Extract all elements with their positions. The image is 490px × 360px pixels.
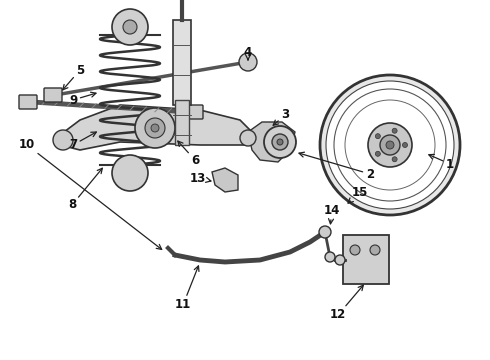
FancyBboxPatch shape (173, 20, 191, 105)
Circle shape (53, 130, 73, 150)
Circle shape (135, 108, 175, 148)
Circle shape (386, 141, 394, 149)
Circle shape (375, 151, 380, 156)
Text: 3: 3 (273, 108, 289, 125)
Text: 7: 7 (69, 132, 97, 152)
Circle shape (392, 157, 397, 162)
Circle shape (151, 124, 159, 132)
Circle shape (123, 20, 137, 34)
Circle shape (145, 118, 165, 138)
Text: 11: 11 (175, 266, 199, 311)
Text: 6: 6 (178, 141, 199, 166)
Polygon shape (60, 105, 252, 150)
Text: 12: 12 (330, 285, 363, 321)
Text: 4: 4 (244, 45, 252, 60)
Text: 5: 5 (63, 63, 84, 90)
Text: 13: 13 (190, 171, 211, 184)
Circle shape (240, 130, 256, 146)
FancyBboxPatch shape (343, 235, 389, 284)
Text: 2: 2 (299, 152, 374, 180)
Circle shape (350, 245, 360, 255)
Text: 8: 8 (68, 168, 102, 211)
Circle shape (335, 255, 345, 265)
Circle shape (370, 245, 380, 255)
Text: 14: 14 (324, 203, 340, 224)
Circle shape (112, 155, 148, 191)
Circle shape (392, 128, 397, 133)
Circle shape (368, 123, 412, 167)
Text: 1: 1 (429, 154, 454, 171)
FancyBboxPatch shape (19, 95, 37, 109)
Circle shape (375, 134, 380, 139)
Text: 10: 10 (19, 139, 162, 249)
Circle shape (326, 81, 454, 209)
Circle shape (239, 53, 257, 71)
Polygon shape (212, 168, 238, 192)
Circle shape (380, 135, 400, 155)
Circle shape (272, 134, 288, 150)
Polygon shape (248, 122, 295, 162)
Text: 15: 15 (348, 185, 368, 203)
FancyBboxPatch shape (185, 105, 203, 119)
Circle shape (277, 139, 283, 145)
FancyBboxPatch shape (44, 88, 62, 102)
FancyBboxPatch shape (175, 100, 189, 145)
Circle shape (325, 252, 335, 262)
Circle shape (319, 226, 331, 238)
Circle shape (320, 75, 460, 215)
Circle shape (264, 126, 296, 158)
Text: 9: 9 (69, 92, 96, 107)
Circle shape (402, 143, 408, 148)
Circle shape (112, 9, 148, 45)
